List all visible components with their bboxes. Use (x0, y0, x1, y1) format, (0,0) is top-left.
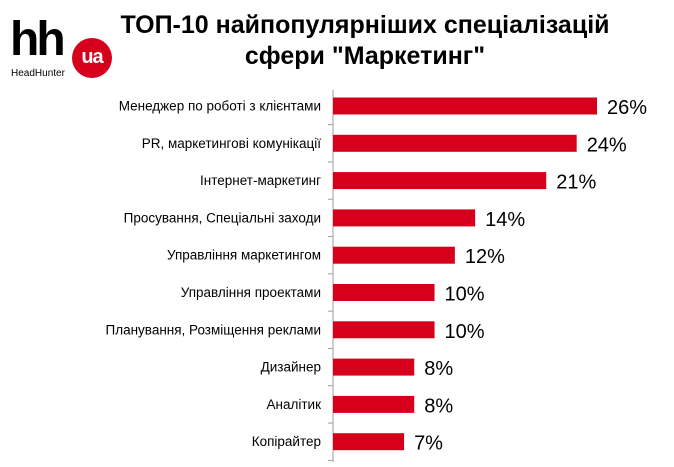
category-label: Копірайтер (252, 434, 321, 449)
value-label: 14% (485, 209, 525, 231)
category-label: PR, маркетингові комунікації (142, 136, 322, 151)
bar (333, 321, 435, 339)
headhunter-logo: hh ua HeadHunter (10, 16, 120, 84)
logo-subtitle: HeadHunter (11, 68, 65, 79)
bar (333, 134, 577, 152)
category-label: Менеджер по роботі з клієнтами (119, 99, 321, 114)
logo-mark: hh (10, 13, 66, 66)
category-label: Просування, Спеціальні заходи (124, 210, 321, 225)
bar (333, 97, 597, 115)
value-label: 21% (556, 172, 596, 194)
value-label: 12% (465, 246, 505, 268)
chart-title-line-1: ТОП-10 найпопулярніших спеціалізацій (120, 11, 610, 39)
value-label: 26% (607, 97, 647, 119)
bar (333, 395, 415, 413)
bar (333, 433, 405, 451)
value-label: 8% (424, 358, 453, 380)
category-label: Управління проектами (181, 285, 321, 300)
chart-title: ТОП-10 найпопулярніших спеціалізацій сфе… (110, 10, 620, 72)
value-label: 8% (424, 395, 453, 417)
bar (333, 209, 476, 227)
value-label: 10% (445, 321, 485, 343)
bar (333, 246, 455, 264)
bar (333, 172, 547, 190)
chart-title-line-2: сфери "Маркетинг" (244, 42, 486, 70)
bar (333, 284, 435, 301)
value-label: 24% (587, 134, 627, 156)
category-label: Управління маркетингом (167, 248, 321, 263)
value-label: 10% (445, 284, 485, 306)
category-label: Аналітик (267, 397, 322, 412)
logo-badge: ua (72, 38, 112, 78)
category-label: Планування, Розміщення реклами (106, 322, 322, 337)
category-label: Інтернет-маркетинг (200, 173, 321, 188)
category-label: Дизайнер (261, 360, 321, 375)
value-label: 7% (414, 433, 443, 455)
bar (333, 358, 415, 376)
